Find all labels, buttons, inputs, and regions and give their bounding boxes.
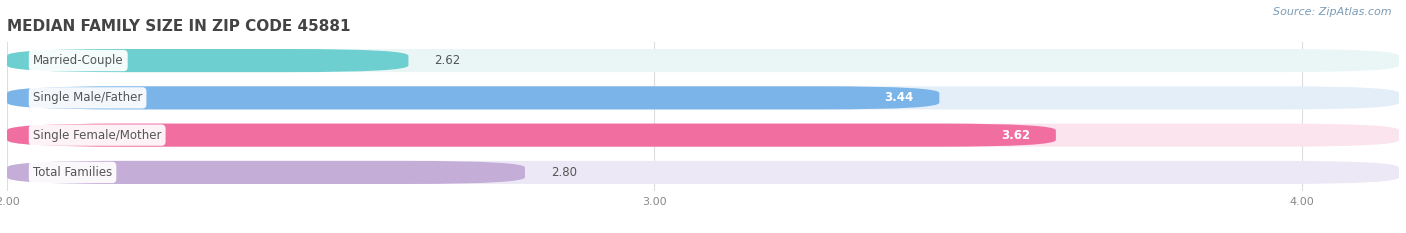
- FancyBboxPatch shape: [7, 49, 408, 72]
- FancyBboxPatch shape: [7, 161, 524, 184]
- FancyBboxPatch shape: [7, 161, 1399, 184]
- FancyBboxPatch shape: [7, 86, 1399, 110]
- Text: MEDIAN FAMILY SIZE IN ZIP CODE 45881: MEDIAN FAMILY SIZE IN ZIP CODE 45881: [7, 19, 350, 34]
- Text: 2.80: 2.80: [551, 166, 576, 179]
- FancyBboxPatch shape: [7, 123, 1056, 147]
- FancyBboxPatch shape: [7, 49, 1399, 72]
- FancyBboxPatch shape: [7, 86, 939, 110]
- Text: 3.62: 3.62: [1001, 129, 1031, 142]
- Text: Single Female/Mother: Single Female/Mother: [32, 129, 162, 142]
- Text: Single Male/Father: Single Male/Father: [32, 91, 142, 104]
- Text: 2.62: 2.62: [434, 54, 461, 67]
- Text: Married-Couple: Married-Couple: [32, 54, 124, 67]
- Text: Source: ZipAtlas.com: Source: ZipAtlas.com: [1274, 7, 1392, 17]
- Text: 3.44: 3.44: [884, 91, 914, 104]
- Text: Total Families: Total Families: [32, 166, 112, 179]
- FancyBboxPatch shape: [7, 123, 1399, 147]
